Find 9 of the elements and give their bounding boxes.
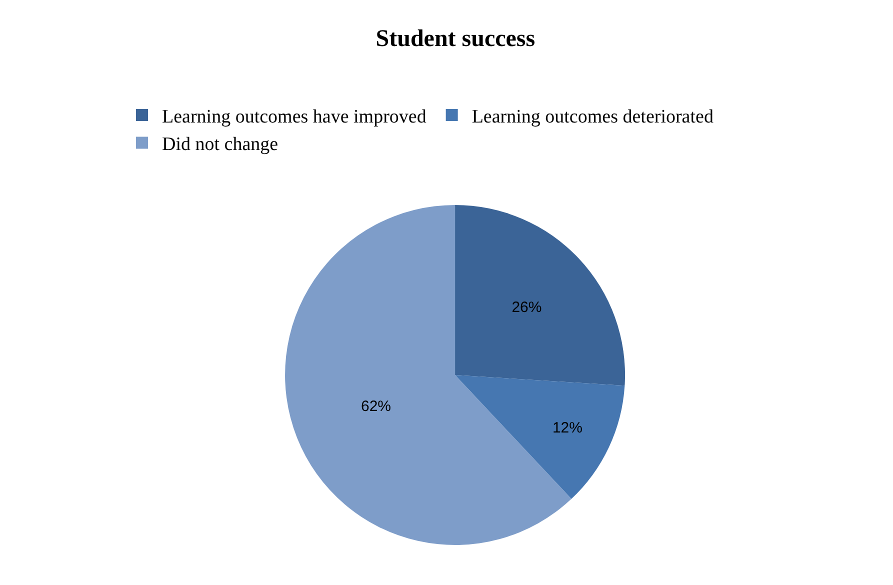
legend-label: Learning outcomes deteriorated	[472, 106, 714, 128]
pie-slice	[455, 375, 625, 499]
chart-title: Student success	[376, 26, 536, 52]
pie-slice	[455, 205, 625, 386]
data-label: 62%	[360, 398, 392, 415]
data-label: 12%	[552, 419, 582, 436]
data-label: 26%	[512, 299, 542, 316]
legend-label: Learning outcomes have improved	[162, 106, 427, 128]
legend-label: Did not change	[162, 134, 278, 156]
